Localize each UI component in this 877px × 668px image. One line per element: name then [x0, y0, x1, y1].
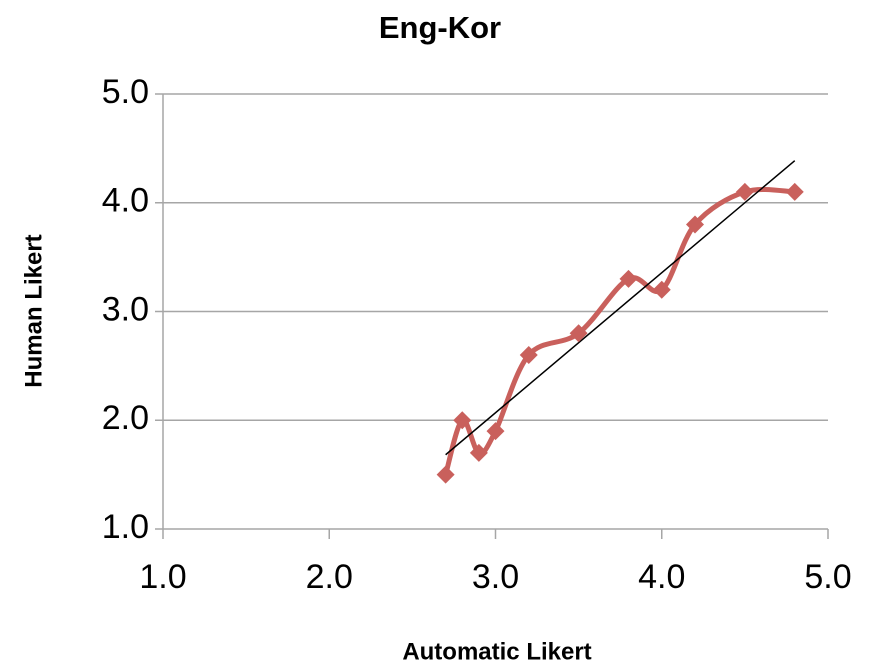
marker — [686, 215, 704, 234]
x-tick-label: 5.0 — [804, 558, 851, 596]
marker — [453, 411, 472, 430]
x-tick-label: 4.0 — [638, 558, 685, 596]
x-tick-label: 3.0 — [472, 558, 519, 596]
marker — [519, 346, 538, 364]
y-tick-label: 5.0 — [102, 73, 149, 111]
y-tick-label: 3.0 — [102, 290, 149, 328]
marker — [735, 182, 754, 201]
marker — [486, 422, 505, 441]
y-axis-label: Human Likert — [20, 234, 47, 387]
x-tick-label: 2.0 — [306, 558, 353, 596]
marker — [569, 324, 588, 343]
marker — [619, 269, 638, 288]
x-tick-label: 1.0 — [139, 558, 186, 596]
y-tick-label: 4.0 — [102, 182, 149, 220]
x-axis-label: Automatic Likert — [402, 638, 591, 665]
marker — [469, 443, 488, 462]
y-tick-label: 1.0 — [102, 508, 149, 546]
trend-line — [445, 160, 796, 456]
marker — [652, 280, 671, 299]
y-tick-label: 2.0 — [102, 399, 149, 437]
chart-title: Eng-Kor — [379, 10, 501, 45]
marker — [785, 182, 804, 201]
marker — [436, 465, 455, 484]
